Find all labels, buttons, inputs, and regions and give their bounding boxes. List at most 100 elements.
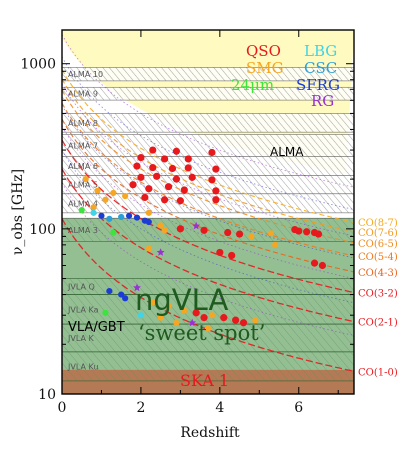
co-label: CO(8-7) xyxy=(358,218,398,229)
csc-point xyxy=(118,213,125,221)
qso-point xyxy=(208,148,216,157)
legend-24um: 24μm xyxy=(231,76,274,94)
plot-frame xyxy=(61,29,355,395)
alma-band-3 xyxy=(62,134,354,157)
x-tick-label: 4 xyxy=(215,400,224,416)
legend-sfrg: SFRG xyxy=(296,76,340,94)
qso-point xyxy=(235,230,244,238)
smg-point xyxy=(268,230,275,237)
qso-point xyxy=(228,251,236,260)
co-label: CO(5-4) xyxy=(358,252,398,263)
qso-point xyxy=(184,164,192,172)
sfrg-point xyxy=(145,218,152,226)
jvla-band-label: JVLA Ku xyxy=(67,362,98,371)
smg-point xyxy=(204,325,212,332)
co-label: CO(2-1) xyxy=(358,318,398,329)
alma-band-label: ALMA 7 xyxy=(68,141,98,150)
qso-point xyxy=(137,173,145,181)
fine-structure-track-0 xyxy=(62,182,354,336)
qso-point xyxy=(310,259,319,267)
sfrg-point xyxy=(133,214,141,221)
alma-band-label: ALMA 4 xyxy=(68,199,98,208)
smg-point xyxy=(165,303,172,310)
jvla-band-label: JVLA K xyxy=(67,334,94,343)
qso-point xyxy=(188,173,196,181)
smg-point xyxy=(90,204,97,211)
fine-structure-track-5 xyxy=(62,56,354,210)
smg-point xyxy=(122,192,129,200)
alma-band-2 xyxy=(62,113,354,133)
legend-smg: SMG xyxy=(246,59,284,77)
alma-band-0 xyxy=(62,67,354,82)
legend-csc: CSC xyxy=(304,59,337,77)
co-line-labels: CO(1-0) CO(2-1) CO(3-2) CO(4-3) CO(5-4) CO(6-… xyxy=(358,218,398,378)
qso-point xyxy=(180,186,188,194)
qso-point xyxy=(212,165,220,173)
qso-point xyxy=(224,228,232,237)
y-tick-label: 10 xyxy=(38,387,56,403)
y-tick-label: 1000 xyxy=(20,57,56,73)
rg-point xyxy=(188,318,197,327)
x-tick-label: 0 xyxy=(58,400,67,416)
smg-point xyxy=(145,209,152,216)
smg-point xyxy=(248,233,255,240)
smg-point xyxy=(252,317,259,324)
sfrg-point xyxy=(125,212,133,219)
qso-point xyxy=(160,155,169,163)
24um-point xyxy=(110,229,117,236)
qso-point xyxy=(141,193,149,202)
co-track-3 xyxy=(62,118,354,273)
24um-point xyxy=(102,309,109,316)
fine-structure-track-6 xyxy=(62,34,354,188)
alma-band-label: ALMA 10 xyxy=(68,70,103,79)
co-label: CO(3-2) xyxy=(358,289,398,300)
co-line-tracks xyxy=(62,34,354,372)
smg-point xyxy=(271,241,279,248)
legend-lbg: LBG xyxy=(304,42,337,60)
co-track-0 xyxy=(62,218,354,372)
sfrg-point xyxy=(118,291,125,298)
qso-point xyxy=(164,183,173,191)
qso-point xyxy=(149,146,157,154)
ngvla-region-label: ngVLA xyxy=(135,283,228,317)
smg-point xyxy=(181,307,188,314)
alma-band-label: ALMA 9 xyxy=(68,90,98,99)
smg-point xyxy=(208,312,216,319)
rg-point xyxy=(192,221,201,230)
vla-gbt-region-label: VLA/GBT xyxy=(68,320,125,335)
qso-point xyxy=(239,319,248,327)
x-tick-label: 2 xyxy=(136,400,145,416)
alma-band-4 xyxy=(62,156,354,176)
qso-point xyxy=(303,228,311,236)
alma-band-1 xyxy=(62,86,354,101)
sfrg-point xyxy=(98,212,105,219)
fine-structure-track-2 xyxy=(62,125,354,280)
ska-region-label: SKA 1 xyxy=(180,371,229,390)
smg-point xyxy=(157,314,164,321)
qso-point xyxy=(216,248,224,257)
smg-point xyxy=(149,299,156,306)
co-track-4 xyxy=(62,102,354,257)
x-axis-label: Redshift xyxy=(180,425,240,441)
co-track-2 xyxy=(62,139,354,294)
qso-point xyxy=(172,147,181,155)
alma-band-label: ALMA 8 xyxy=(68,119,98,128)
alma-band-5 xyxy=(62,175,354,195)
x-tick-label: 6 xyxy=(294,400,303,416)
qso-point xyxy=(208,176,216,184)
qso-point xyxy=(232,316,240,324)
fine-structure-track-4 xyxy=(62,83,354,237)
alma-band-label: ALMA 5 xyxy=(68,181,98,190)
alma-band-label: ALMA 3 xyxy=(68,226,98,235)
qso-point xyxy=(172,175,181,183)
smg-point xyxy=(110,189,117,197)
qso-point xyxy=(145,185,153,193)
qso-point xyxy=(160,196,169,204)
qso-point xyxy=(220,314,228,322)
alma-band-6 xyxy=(62,193,354,214)
qso-point xyxy=(176,197,184,205)
fine-structure-track-1 xyxy=(62,149,354,304)
lbg-point xyxy=(137,312,145,319)
qso-point xyxy=(295,227,303,235)
